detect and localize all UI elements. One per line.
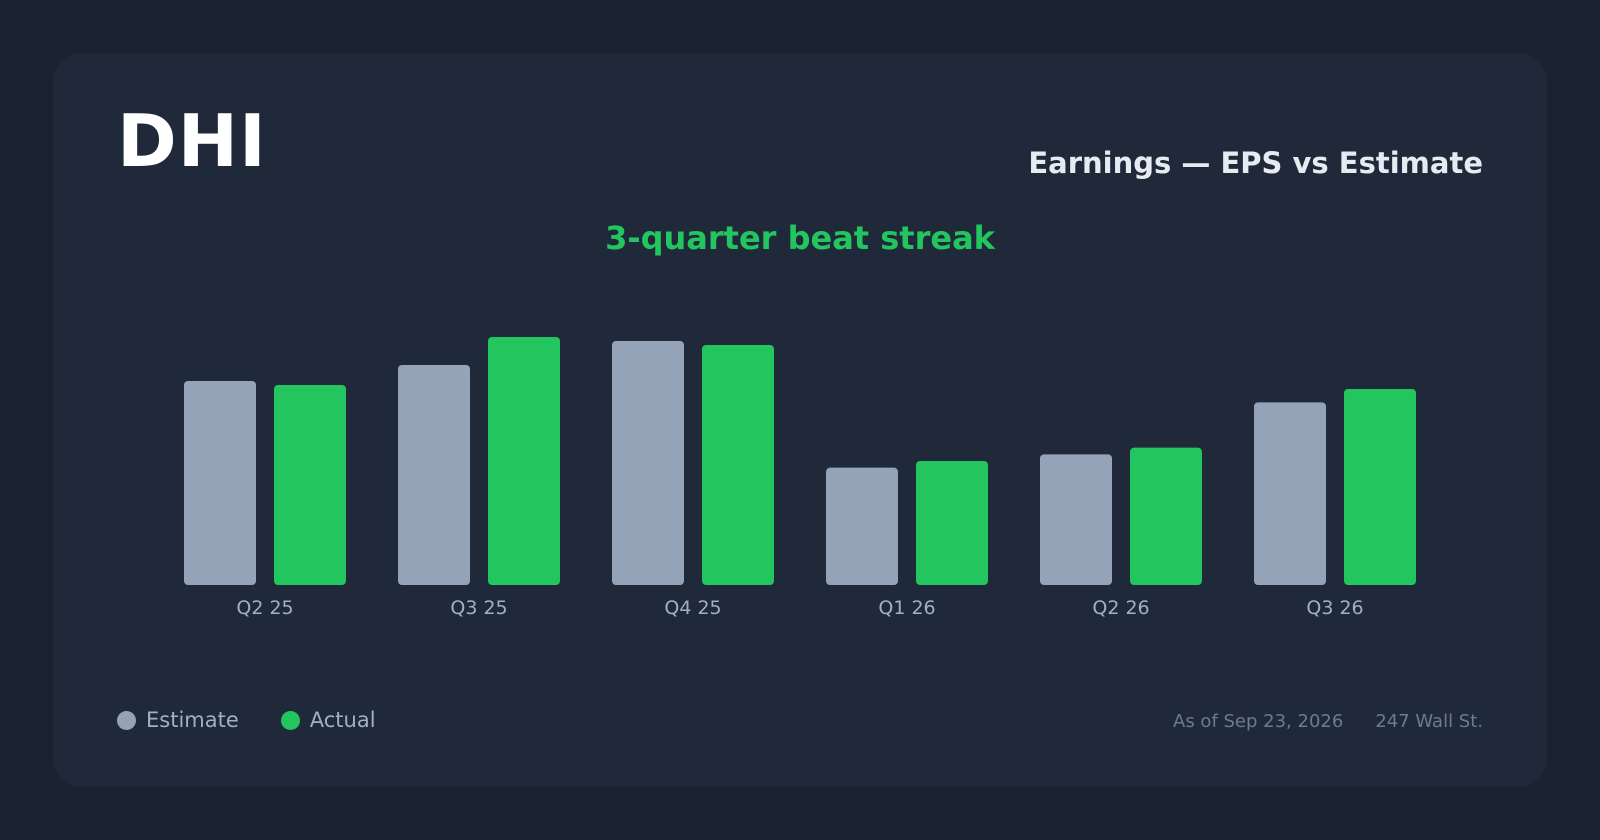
- chart-subtitle: Earnings — EPS vs Estimate: [1028, 146, 1483, 180]
- legend-label-estimate: Estimate: [146, 708, 239, 732]
- bar-estimate-q4-25: [612, 341, 684, 585]
- chart-footer: As of Sep 23, 2026 247 Wall St.: [1173, 711, 1483, 732]
- bar-estimate-q2-26: [1040, 454, 1112, 585]
- bar-actual-q2-25: [274, 385, 346, 585]
- bar-actual-q3-25: [488, 337, 560, 585]
- beat-streak-headline: 3-quarter beat streak: [605, 219, 995, 257]
- as-of-date: As of Sep 23, 2026: [1173, 711, 1344, 732]
- x-tick-label: Q3 25: [450, 597, 507, 619]
- ticker-symbol: DHI: [117, 99, 267, 183]
- bar-actual-q2-26: [1130, 447, 1202, 585]
- legend-swatch-estimate: [117, 710, 136, 730]
- bar-actual-q3-26: [1344, 389, 1416, 585]
- bar-actual-q1-26: [916, 461, 988, 585]
- x-tick-label: Q1 26: [878, 597, 935, 619]
- legend-item-actual: Actual: [280, 708, 376, 732]
- legend-item-estimate: Estimate: [117, 708, 239, 732]
- chart-legend: Estimate Actual: [117, 708, 376, 732]
- x-tick-label: Q3 26: [1306, 597, 1363, 619]
- bar-estimate-q3-25: [398, 365, 470, 585]
- source-credit: 247 Wall St.: [1375, 711, 1483, 732]
- legend-swatch-actual: [280, 710, 300, 730]
- x-tick-label: Q2 26: [1092, 597, 1149, 619]
- bar-estimate-q2-25: [184, 381, 256, 585]
- eps-bar-chart: Q2 25 Q3 25 Q4 25 Q1 26 Q2 26 Q3 26: [184, 337, 1416, 619]
- legend-label-actual: Actual: [309, 708, 376, 732]
- bar-actual-q4-25: [702, 345, 774, 585]
- x-tick-label: Q4 25: [664, 597, 721, 619]
- x-tick-label: Q2 25: [236, 597, 293, 619]
- bar-estimate-q3-26: [1254, 402, 1326, 585]
- bar-estimate-q1-26: [826, 467, 898, 585]
- earnings-card: DHI Earnings — EPS vs Estimate 3-quarter…: [53, 53, 1547, 787]
